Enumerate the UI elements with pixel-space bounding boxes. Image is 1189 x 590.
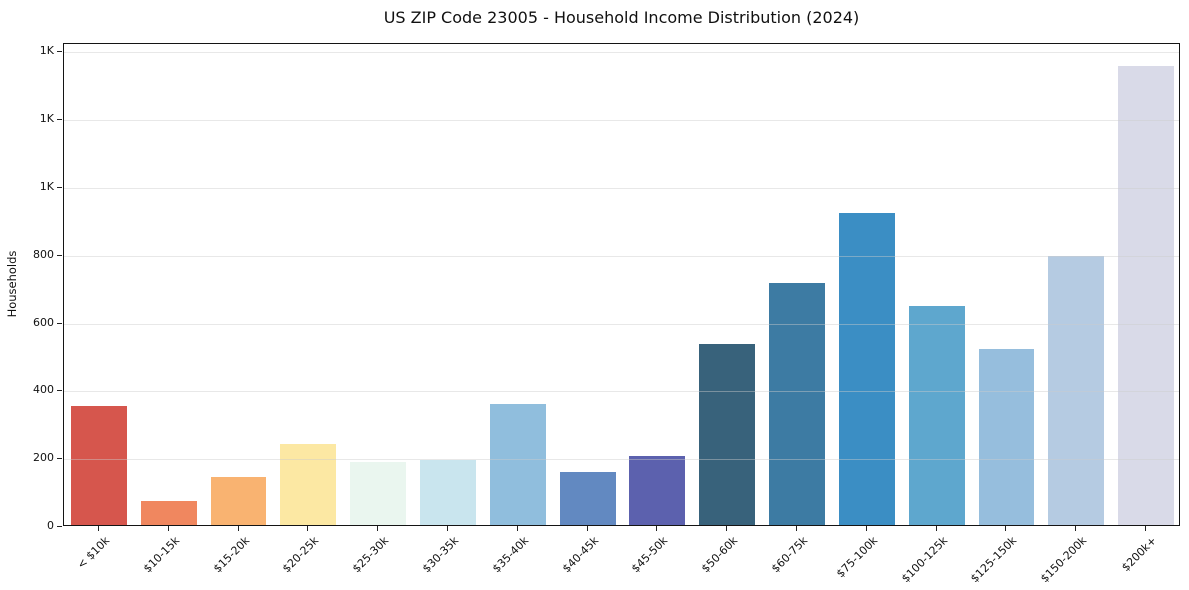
y-tick-label: 1K <box>39 180 54 194</box>
y-tick-label: 400 <box>33 383 54 397</box>
y-tick-label: 0 <box>47 519 54 532</box>
y-tick-label: 800 <box>33 247 54 261</box>
x-tick-label: $35-40k <box>489 534 531 576</box>
x-tick-label: $25-30k <box>350 534 392 576</box>
x-tick-mark <box>1075 526 1077 531</box>
plot-area <box>63 43 1180 526</box>
bar-$20-25k <box>280 443 337 525</box>
y-tick-mark <box>57 458 62 460</box>
gridline-1200 <box>64 120 1179 122</box>
bar-$10-15k <box>140 500 197 525</box>
bar-$30-35k <box>420 459 476 525</box>
x-tick-mark <box>516 526 518 531</box>
bar-$200k+ <box>1118 65 1174 525</box>
y-tick-mark <box>57 187 62 189</box>
bar-$125-150k <box>978 348 1035 525</box>
x-tick-mark <box>446 526 448 531</box>
x-tick-mark <box>726 526 728 531</box>
gridline-400 <box>64 391 1179 393</box>
x-tick-label: $10-15k <box>140 534 182 576</box>
x-tick-label: $100-125k <box>898 534 950 586</box>
x-tick-label: $30-35k <box>419 534 462 576</box>
y-tick-label: 600 <box>33 315 54 329</box>
bar-$25-30k <box>350 462 407 525</box>
gridline-1000 <box>64 188 1179 190</box>
bar-$45-50k <box>629 455 686 525</box>
y-tick-label: 1K <box>39 44 54 58</box>
bar-$50-60k <box>699 343 756 525</box>
y-tick-mark <box>57 51 62 53</box>
y-tick-mark <box>57 322 62 324</box>
x-tick-mark <box>237 526 239 531</box>
bar-$100-125k <box>908 305 965 525</box>
bar-$150-200k <box>1048 255 1105 525</box>
x-tick-label: $20-25k <box>280 534 322 576</box>
x-tick-label: $60-75k <box>768 534 811 576</box>
x-tick-label: $150-200k <box>1038 534 1090 586</box>
y-tick-label: 200 <box>33 451 54 465</box>
gridline-200 <box>64 459 1179 461</box>
x-tick-mark <box>307 526 309 531</box>
gridline-800 <box>64 255 1179 257</box>
x-tick-label: $15-20k <box>210 534 252 576</box>
x-tick-mark <box>1145 526 1147 531</box>
gridline-1400 <box>64 52 1179 54</box>
x-tick-label: $40-45k <box>559 534 601 576</box>
y-tick-mark <box>57 254 62 256</box>
chart-title: US ZIP Code 23005 - Household Income Dis… <box>383 8 860 27</box>
x-tick-label: < $10k <box>74 534 113 572</box>
x-tick-label: $50-60k <box>699 534 741 576</box>
x-tick-label: $75-100k <box>833 534 881 581</box>
x-tick-mark <box>377 526 379 531</box>
bar-$60-75k <box>769 282 825 525</box>
x-tick-label: $125-150k <box>968 534 1020 586</box>
x-tick-mark <box>656 526 658 531</box>
y-tick-label: 1K <box>39 112 54 126</box>
gridline-600 <box>64 323 1179 325</box>
x-tick-label: $45-50k <box>629 534 671 576</box>
bar-$15-20k <box>210 476 267 525</box>
x-tick-mark <box>586 526 588 531</box>
bar-< $10k <box>70 406 127 525</box>
x-tick-mark <box>865 526 867 531</box>
y-tick-mark <box>57 390 62 392</box>
x-tick-mark <box>796 526 798 531</box>
x-tick-mark <box>1005 526 1007 531</box>
x-tick-label: $200k+ <box>1119 534 1160 575</box>
y-tick-mark <box>57 526 62 527</box>
bar-$40-45k <box>559 472 616 525</box>
y-tick-mark <box>57 119 62 121</box>
bar-$35-40k <box>489 403 546 525</box>
x-tick-mark <box>167 526 169 531</box>
x-tick-mark <box>935 526 937 531</box>
bar-$75-100k <box>838 212 895 525</box>
x-tick-mark <box>97 526 99 531</box>
